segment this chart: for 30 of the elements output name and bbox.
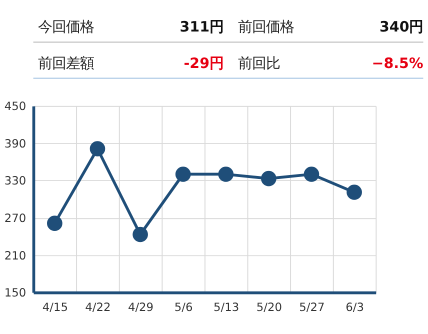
text: 前回比	[238, 56, 280, 72]
text: -29円	[184, 56, 224, 72]
x-tick-label: 4/15	[42, 300, 68, 314]
y-tick-label: 390	[4, 136, 26, 150]
point	[261, 170, 276, 186]
text: 前回差額	[38, 56, 94, 72]
point	[304, 166, 320, 182]
y-tick-label: 450	[4, 99, 26, 114]
x-tick-label: 4/29	[128, 300, 154, 314]
text: 340円	[379, 20, 424, 36]
x-tick-label: 5/6	[174, 300, 193, 314]
point	[132, 226, 148, 242]
x-tick-label: 5/20	[256, 300, 282, 314]
point	[175, 166, 191, 182]
y-tick-label: 210	[4, 248, 26, 262]
y-tick-label: 270	[4, 211, 26, 226]
point	[90, 141, 106, 156]
y-tick-label: 330	[4, 174, 26, 188]
y-tick-label: 150	[4, 286, 26, 300]
x-tick-label: 5/13	[214, 300, 240, 314]
text: 今回価格	[38, 20, 94, 36]
point	[47, 216, 62, 231]
point	[218, 166, 234, 182]
x-tick-label: 6/3	[346, 300, 364, 314]
x-tick-label: 4/22	[85, 300, 111, 314]
point	[346, 184, 362, 200]
x-tick-label: 5/27	[299, 300, 325, 314]
text: −8.5%	[372, 56, 424, 72]
text: 前回価格	[238, 20, 294, 36]
text: 311円	[180, 20, 224, 36]
